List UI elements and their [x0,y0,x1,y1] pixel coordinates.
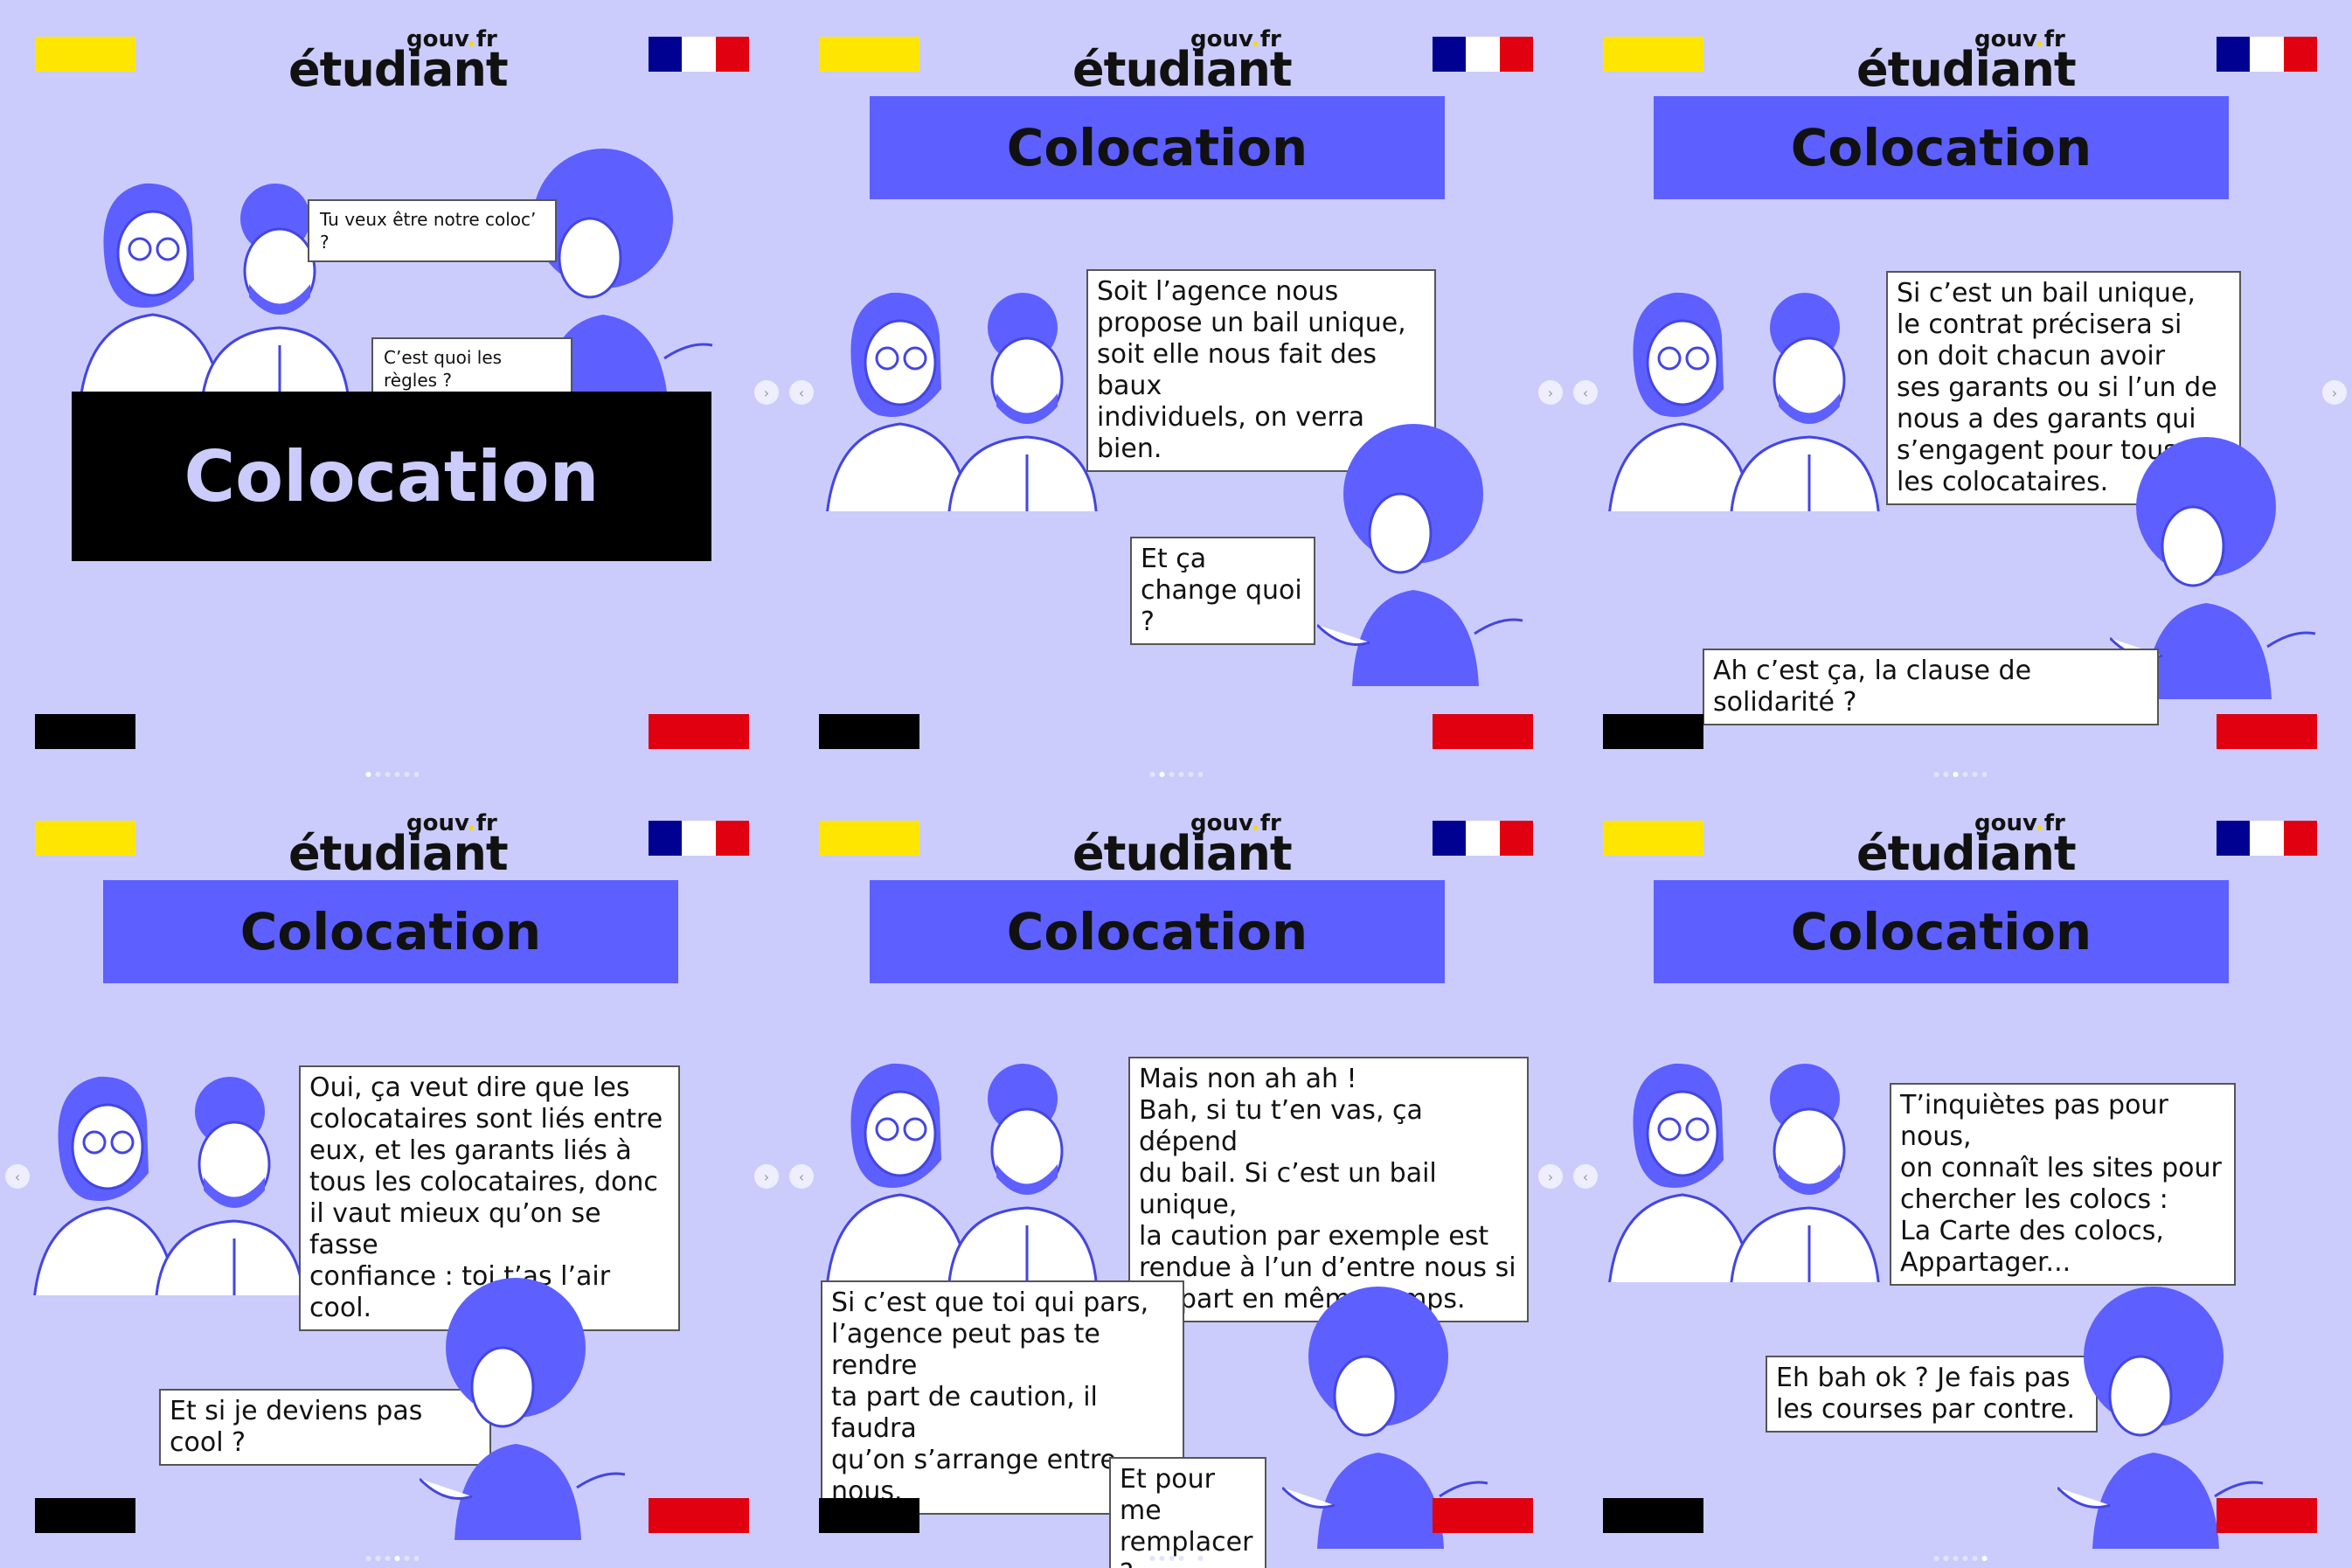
slide-title: Colocation [1654,880,2229,983]
etudiant-gouv-logo: gouv.fr étudiant [1856,810,2077,881]
slide-5: gouv.fr étudiant Colocation Mais non ah … [784,784,1568,1568]
afro-woman-illustration [1317,424,1524,686]
slide-title: Colocation [870,880,1445,983]
chevron-right-icon[interactable]: › [754,1164,779,1189]
chevron-right-icon[interactable]: › [1538,1164,1563,1189]
slide-6: gouv.fr étudiant Colocation T’inquiètes … [1568,784,2352,1568]
speech-bubble: Tu veux être notre coloc’ ? [308,199,557,262]
black-flag-stripe [35,714,135,749]
speech-bubble: Et si je deviens pas cool ? [159,1389,491,1466]
etudiant-gouv-logo: gouv.fr étudiant [1072,810,1293,881]
black-flag-stripe [819,1498,919,1533]
speech-bubble: Oui, ça veut dire que les colocataires s… [299,1065,680,1331]
yellow-flag-stripe [1603,821,1703,856]
red-flag-stripe [2217,714,2317,749]
chevron-left-icon[interactable]: ‹ [789,380,814,405]
chevron-left-icon[interactable]: ‹ [1573,1164,1598,1189]
slide-2: gouv.fr étudiant Colocation Soit l’agenc… [784,0,1568,784]
yellow-flag-stripe [35,37,135,72]
red-flag-stripe [2217,1498,2317,1533]
slide-title: Colocation [870,96,1445,199]
chevron-left-icon[interactable]: ‹ [789,1164,814,1189]
speech-bubble: T’inquiètes pas pour nous, on connaît le… [1890,1083,2236,1286]
cover-title: Colocation [72,392,711,561]
roommates-illustration [77,182,351,393]
speech-bubble: C’est quoi les règles ? [371,337,572,400]
speech-bubble: Ah c’est ça, la clause de solidarité ? [1703,649,2159,725]
speech-bubble: Mais non ah ah ! Bah, si tu t’en vas, ça… [1128,1057,1529,1322]
red-flag-stripe [1433,1498,1533,1533]
slide-title: Colocation [103,880,678,983]
etudiant-gouv-logo: gouv.fr étudiant [1856,26,2077,97]
red-flag-stripe [649,714,749,749]
carousel-pager [365,1556,419,1561]
marianne-flag-icon [2217,821,2317,856]
chevron-right-icon[interactable]: › [1538,380,1563,405]
speech-bubble: Si c’est un bail unique, le contrat préc… [1886,271,2241,505]
speech-bubble: Et pour me remplacer ? [1109,1457,1266,1568]
roommates-illustration [1606,1062,1881,1282]
roommates-illustration [824,1062,1099,1282]
carousel-pager [1149,772,1203,777]
black-flag-stripe [1603,1498,1703,1533]
red-flag-stripe [1433,714,1533,749]
chevron-right-icon[interactable]: › [754,380,779,405]
yellow-flag-stripe [819,37,919,72]
carousel-pager [1933,772,1987,777]
yellow-flag-stripe [819,821,919,856]
etudiant-gouv-logo: gouv.fr étudiant [1072,26,1293,97]
speech-bubble: Eh bah ok ? Je fais pas les courses par … [1766,1356,2098,1433]
marianne-flag-icon [649,37,749,72]
slide-4: gouv.fr étudiant Colocation Oui, ça veut… [0,784,784,1568]
slide-title: Colocation [1654,96,2229,199]
roommates-illustration [1606,291,1881,511]
yellow-flag-stripe [35,821,135,856]
black-flag-stripe [819,714,919,749]
chevron-right-icon[interactable]: › [2322,380,2347,405]
roommates-illustration [824,291,1099,511]
speech-bubble: Et ça change quoi ? [1130,537,1315,645]
marianne-flag-icon [2217,37,2317,72]
afro-woman-illustration [420,1278,627,1540]
slide-1: gouv.fr étudiant Tu veux être notre colo… [0,0,784,784]
yellow-flag-stripe [1603,37,1703,72]
chevron-left-icon[interactable]: ‹ [5,1164,30,1189]
chevron-left-icon[interactable]: ‹ [1573,380,1598,405]
etudiant-gouv-logo: gouv.fr étudiant [288,26,509,97]
marianne-flag-icon [649,821,749,856]
slide-3: gouv.fr étudiant Colocation Si c’est un … [1568,0,2352,784]
marianne-flag-icon [1433,37,1533,72]
carousel-pager [1933,1556,1987,1561]
black-flag-stripe [35,1498,135,1533]
roommates-illustration [31,1075,306,1295]
black-flag-stripe [1603,714,1703,749]
etudiant-gouv-logo: gouv.fr étudiant [288,810,509,881]
red-flag-stripe [649,1498,749,1533]
carousel-pager [1149,1556,1203,1561]
carousel-pager [365,772,419,777]
marianne-flag-icon [1433,821,1533,856]
